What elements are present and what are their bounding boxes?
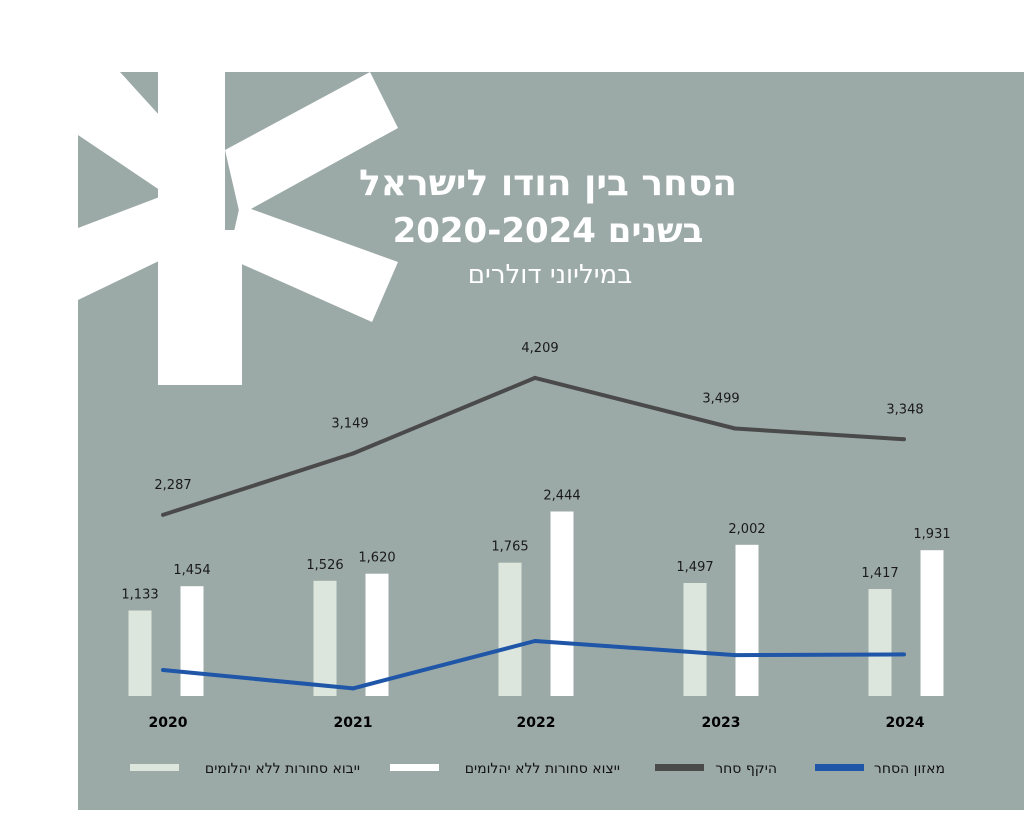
legend-swatch-trade-balance: [815, 764, 864, 771]
bar-label-exports-2023: 2,002: [728, 522, 765, 537]
point-trade-volume-2020: [161, 512, 165, 517]
asterisk-arm-lower-right: [228, 205, 398, 322]
chart-title: הסחר בין הודו לישראל: [359, 163, 737, 204]
legend-swatch-exports: [390, 764, 439, 771]
plot-area: 1,133 1,526 1,765 1,497 1,417 1,454 1,620 2,444…: [121, 341, 950, 731]
point-trade-balance-2022: [533, 639, 537, 643]
legend-swatch-imports: [130, 764, 179, 771]
bar-exports-2024: [920, 550, 944, 696]
chart-subtitle: בשנים 2020-2024: [393, 211, 704, 251]
x-tick-2023: 2023: [702, 715, 741, 731]
point-trade-balance-2024: [902, 652, 906, 657]
legend-swatch-trade-volume: [655, 764, 704, 771]
bar-label-imports-2022: 1,765: [491, 540, 528, 555]
x-tick-2020: 2020: [149, 715, 188, 731]
x-tick-2022: 2022: [517, 715, 556, 731]
chart-unit-label: במיליוני דולרים: [468, 260, 632, 290]
point-trade-volume-2022: [533, 375, 537, 380]
legend-label-exports: ייצוא סחורות ללא יהלומים: [465, 761, 620, 777]
legend-label-trade-volume: היקף סחר: [715, 761, 777, 777]
line-label-trade-volume-2022: 4,209: [521, 341, 558, 356]
bar-exports-2020: [180, 586, 204, 696]
x-tick-2024: 2024: [886, 715, 925, 731]
bar-label-imports-2021: 1,526: [306, 558, 343, 573]
legend-label-imports: ייבוא סחורות ללא יהלומים: [205, 761, 360, 777]
legend: ייבוא סחורות ללא יהלומים ייצוא סחורות ללא…: [130, 761, 945, 777]
bar-label-imports-2024: 1,417: [861, 566, 898, 581]
bar-label-imports-2023: 1,497: [676, 560, 713, 575]
asterisk-arm-lower-left: [78, 190, 192, 300]
bar-label-exports-2022: 2,444: [543, 489, 580, 504]
x-tick-2021: 2021: [334, 715, 373, 731]
asterisk-decoration: [78, 72, 398, 385]
line-label-trade-volume-2024: 3,348: [886, 402, 923, 417]
bar-label-exports-2021: 1,620: [358, 551, 395, 566]
bar-label-exports-2024: 1,931: [913, 527, 950, 542]
bar-imports-2021: [313, 580, 337, 696]
point-trade-volume-2024: [902, 437, 906, 442]
point-trade-balance-2023: [733, 653, 737, 658]
bar-label-imports-2020: 1,133: [121, 588, 158, 603]
bar-label-exports-2020: 1,454: [173, 563, 210, 578]
point-trade-balance-2021: [351, 686, 355, 691]
bar-imports-2020: [128, 610, 152, 696]
line-label-trade-volume-2020: 2,287: [154, 478, 191, 493]
bar-imports-2022: [498, 562, 522, 696]
line-label-trade-volume-2023: 3,499: [702, 392, 739, 407]
bar-imports-2024: [868, 589, 892, 696]
point-trade-volume-2023: [733, 426, 737, 431]
legend-label-trade-balance: מאזון הסחר: [874, 761, 945, 777]
point-trade-volume-2021: [351, 451, 355, 456]
asterisk-arm-upper-left: [78, 72, 200, 205]
bar-imports-2023: [683, 583, 707, 696]
bar-exports-2021: [365, 573, 389, 696]
line-label-trade-volume-2021: 3,149: [331, 417, 368, 432]
asterisk-arm-upper-right: [225, 72, 398, 215]
bar-exports-2022: [550, 511, 574, 696]
point-trade-balance-2020: [161, 668, 165, 672]
bar-exports-2023: [735, 544, 759, 696]
